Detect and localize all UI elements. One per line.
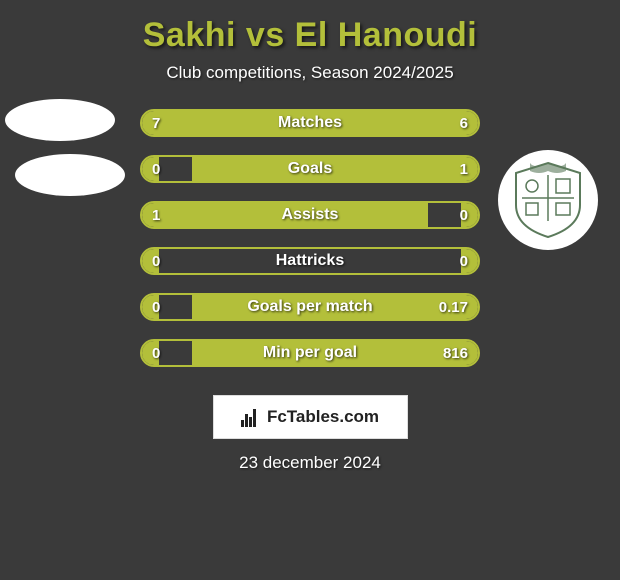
stat-label: Min per goal: [142, 341, 478, 365]
stat-label: Assists: [142, 203, 478, 227]
stat-value-right: 0: [460, 203, 468, 227]
player-left-avatar-1: [5, 99, 115, 141]
stat-value-right: 6: [460, 111, 468, 135]
club-badge-right: [498, 150, 598, 250]
page-subtitle: Club competitions, Season 2024/2025: [166, 63, 453, 83]
stat-label: Hattricks: [142, 249, 478, 273]
stat-value-right: 1: [460, 157, 468, 181]
stat-value-right: 0: [460, 249, 468, 273]
source-label: FcTables.com: [267, 407, 379, 427]
chart-icon: [241, 407, 261, 427]
stat-value-right: 0.17: [439, 295, 468, 319]
stat-label: Goals: [142, 157, 478, 181]
player-left-avatar-2: [15, 154, 125, 196]
date-label: 23 december 2024: [239, 453, 381, 473]
stat-row: 0Goals per match0.17: [140, 293, 480, 321]
stat-value-right: 816: [443, 341, 468, 365]
stat-row: 7Matches6: [140, 109, 480, 137]
source-badge[interactable]: FcTables.com: [213, 395, 408, 439]
page-title: Sakhi vs El Hanoudi: [143, 16, 477, 55]
widget-container: Sakhi vs El Hanoudi Club competitions, S…: [0, 0, 620, 485]
stats-area: 7Matches60Goals11Assists00Hattricks00Goa…: [0, 109, 620, 385]
stat-row: 1Assists0: [140, 201, 480, 229]
stat-row: 0Hattricks0: [140, 247, 480, 275]
stat-label: Goals per match: [142, 295, 478, 319]
club-crest-icon: [512, 161, 584, 239]
stat-row: 0Goals1: [140, 155, 480, 183]
stat-label: Matches: [142, 111, 478, 135]
stat-row: 0Min per goal816: [140, 339, 480, 367]
